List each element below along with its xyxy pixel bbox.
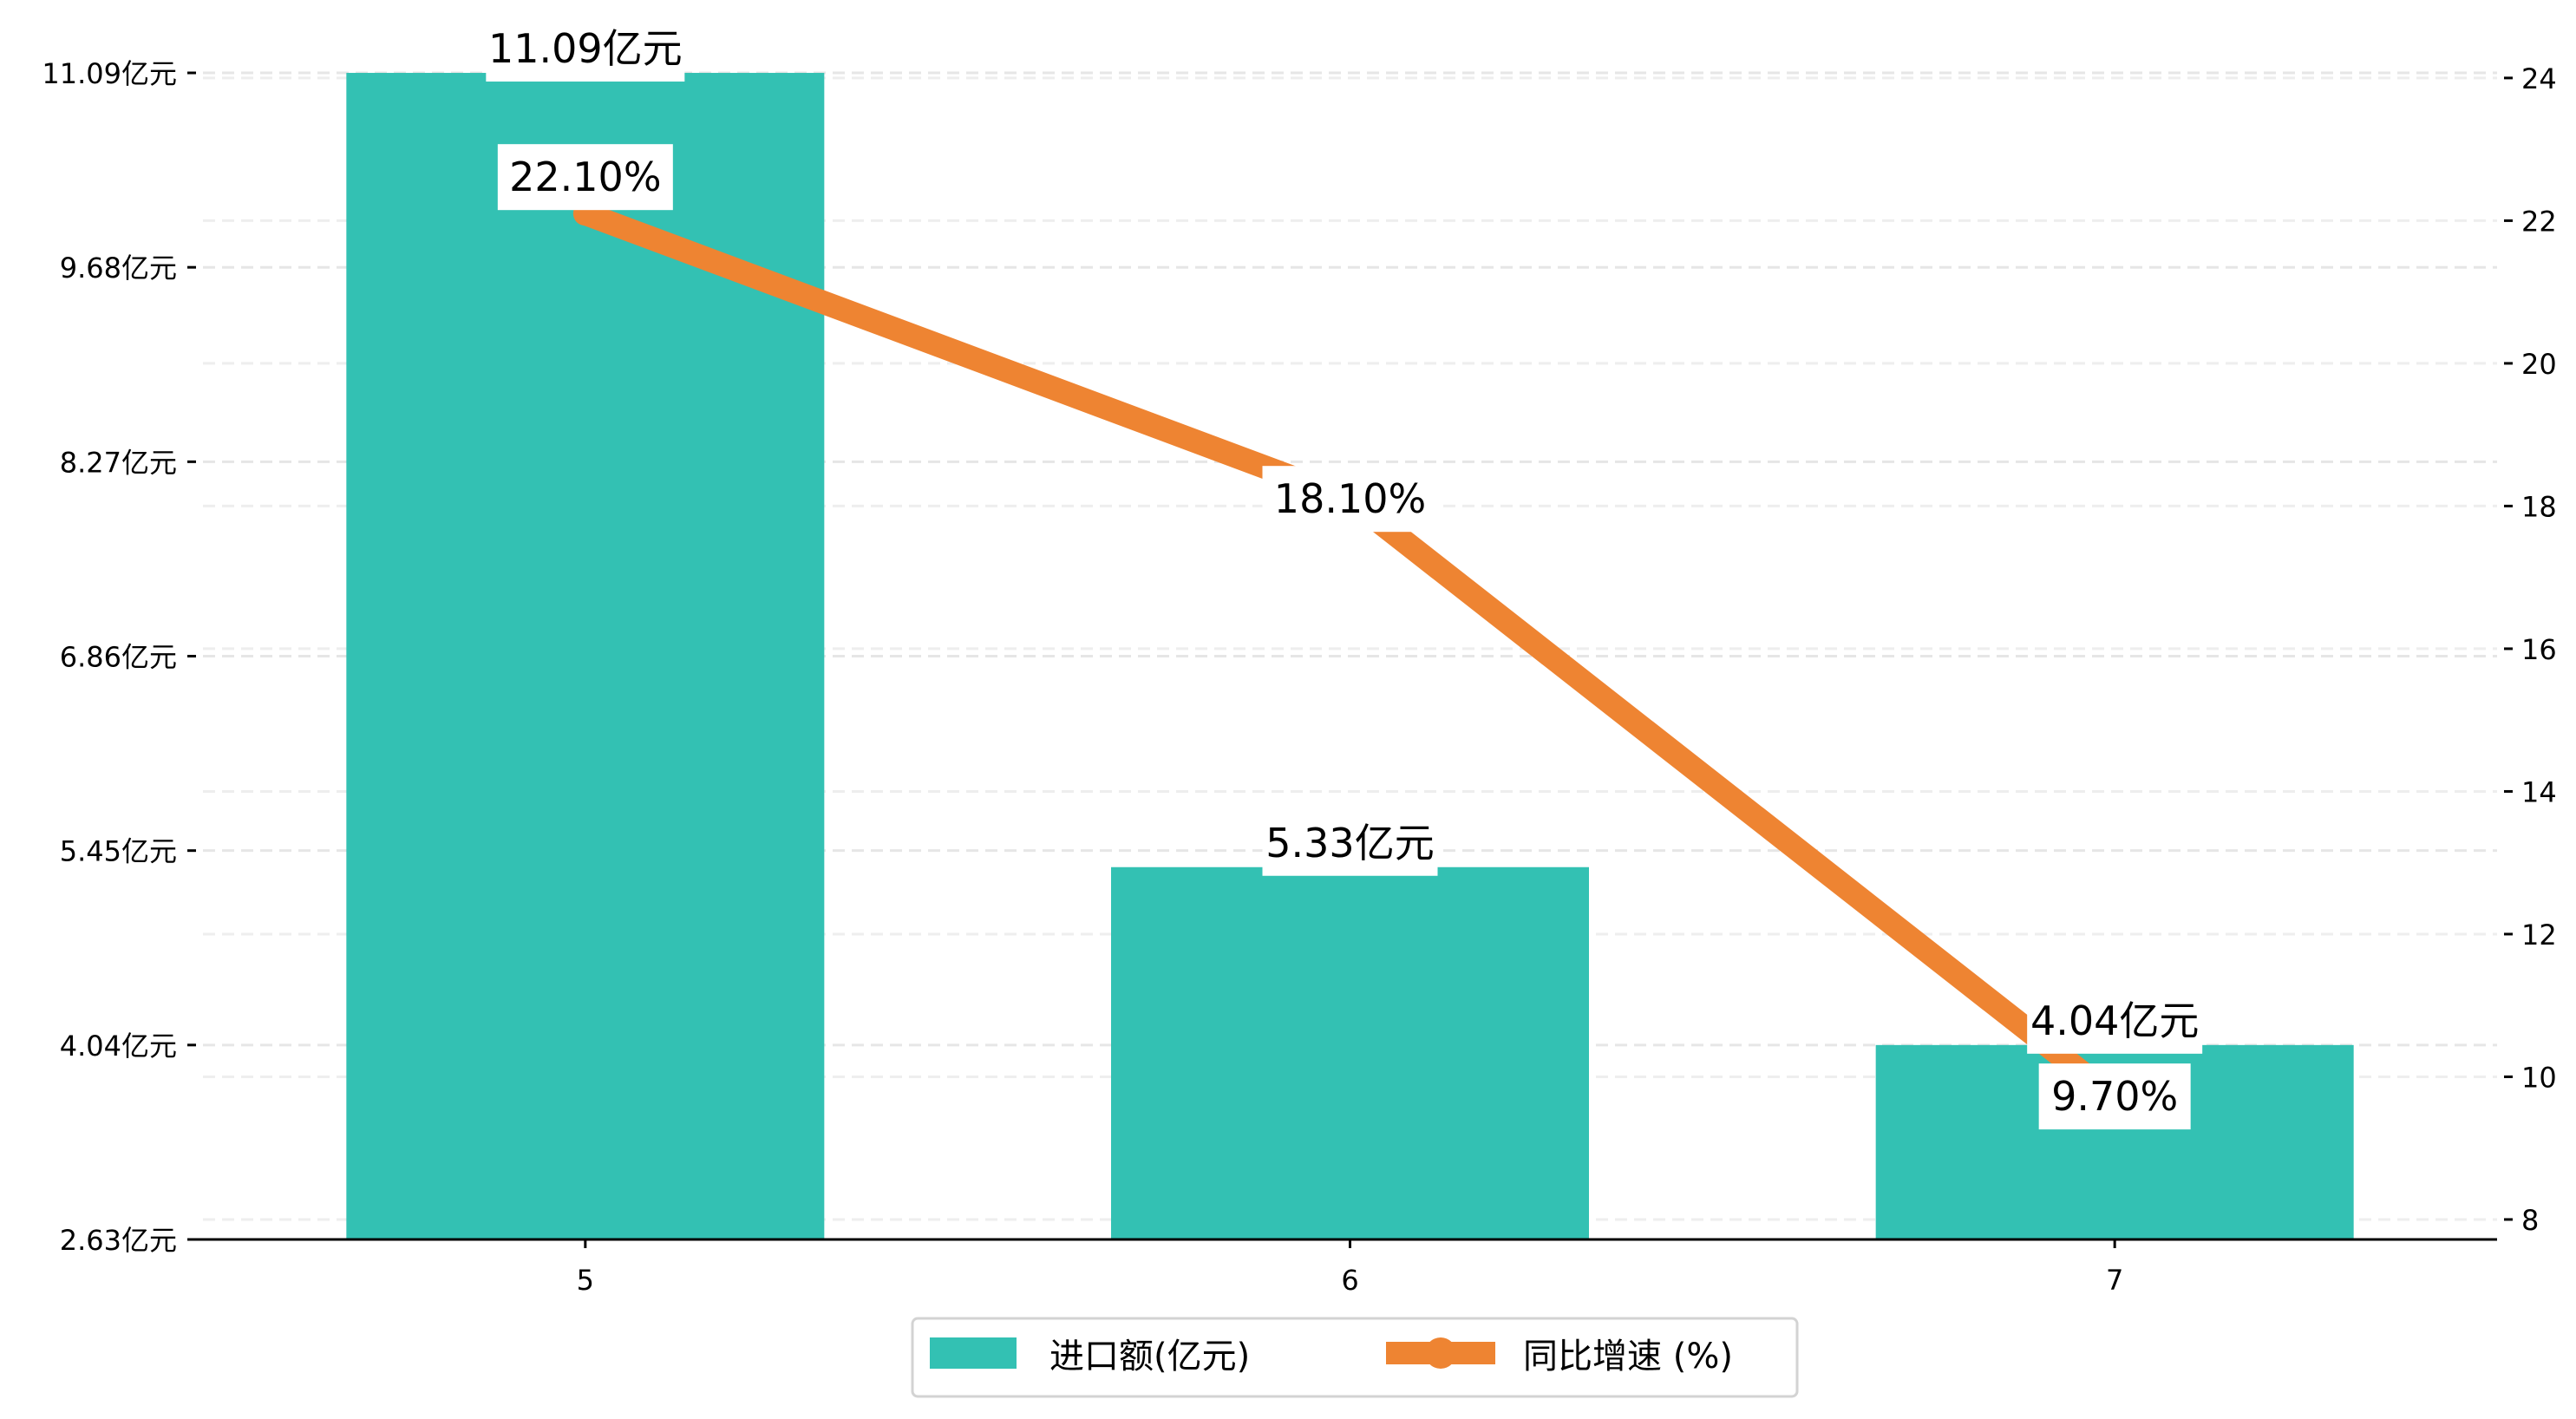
growth-value-label: 9.70% [2051, 1073, 2178, 1120]
right-tick-label: 24 [2521, 62, 2557, 95]
bar [346, 73, 825, 1240]
right-tick-label: 22 [2521, 205, 2557, 238]
legend-box [911, 1317, 1799, 1398]
left-tick-label: 8.27亿元 [60, 446, 177, 479]
right-tick-label: 10 [2521, 1061, 2557, 1094]
bar-value-label: 5.33亿元 [1265, 820, 1434, 866]
bar-value-label-box [1262, 809, 1438, 876]
growth-value-label-box [497, 144, 673, 211]
bar-value-label-box [2027, 987, 2203, 1054]
right-tick-label: 8 [2521, 1204, 2539, 1237]
right-tick-label: 20 [2521, 348, 2557, 381]
legend-bar-swatch [930, 1337, 1017, 1369]
legend-label-bars: 进口额(亿元) [1049, 1337, 1250, 1376]
x-tick-label: 7 [2106, 1264, 2123, 1297]
bar-value-label: 11.09亿元 [488, 25, 683, 72]
legend-line-marker [1425, 1337, 1456, 1369]
left-tick-label: 2.63亿元 [60, 1224, 177, 1257]
bar [1111, 866, 1589, 1239]
left-tick-label: 4.04亿元 [60, 1030, 177, 1063]
data-labels: 11.09亿元 5.33亿元 4.04亿元 22.10% 18.10% 9.70% [486, 16, 2203, 1130]
x-tick-label: 6 [1341, 1264, 1358, 1297]
x-tick-label: 5 [577, 1264, 594, 1297]
bar-value-label-box [486, 16, 685, 82]
left-tick-label: 11.09亿元 [42, 57, 177, 90]
right-tick-label: 12 [2521, 919, 2557, 951]
legend: 进口额(亿元) 同比增速 (%) [911, 1317, 1799, 1398]
left-tick-label: 6.86亿元 [60, 641, 177, 674]
bar-value-label: 4.04亿元 [2030, 997, 2199, 1044]
right-tick-label: 18 [2521, 490, 2557, 523]
axes: 2.63亿元 4.04亿元 5.45亿元 6.86亿元 8.27亿元 9.68亿元 11.0… [42, 57, 2556, 1297]
growth-value-label: 18.10% [1274, 475, 1426, 522]
growth-value-label-box [1262, 466, 1438, 533]
growth-value-label: 22.10% [509, 154, 661, 200]
growth-value-label-box [2038, 1063, 2191, 1130]
left-tick-label: 9.68亿元 [60, 252, 177, 284]
right-tick-label: 14 [2521, 775, 2557, 808]
legend-label-line: 同比增速 (%) [1523, 1337, 1733, 1376]
left-tick-label: 5.45亿元 [60, 835, 177, 868]
right-tick-label: 16 [2521, 633, 2557, 666]
